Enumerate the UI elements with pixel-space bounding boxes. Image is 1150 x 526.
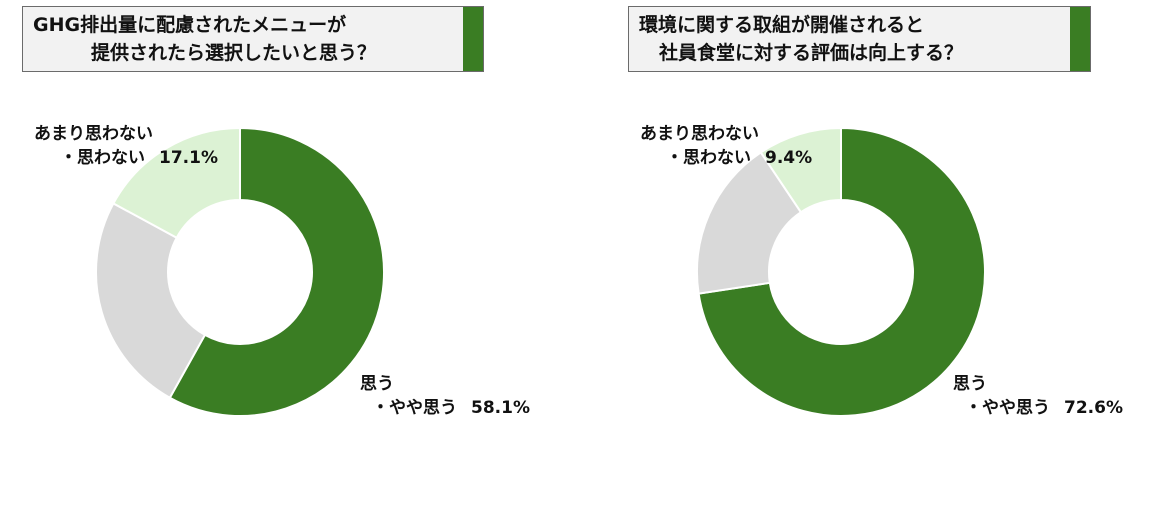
slice-label-disagree: あまり思わない ・思わない 17.1%	[34, 122, 218, 170]
donut-chart	[696, 126, 986, 417]
chart-title-line-1: GHG排出量に配慮されたメニューが	[33, 14, 347, 36]
chart-panel-evaluation: 環境に関する取組が開催されると 社員食堂に対する評価は向上する？ あまり思わない…	[575, 0, 1150, 526]
slice-value-label: 72.6%	[1064, 398, 1123, 418]
slice-label-disagree: あまり思わない ・思わない 9.4%	[640, 122, 812, 170]
donut-slice-1	[95, 202, 207, 400]
slice-value-label: 9.4%	[765, 148, 813, 168]
slice-label-line: 思う	[360, 374, 394, 394]
slice-label-agree: 思う ・やや思う 58.1%	[360, 372, 530, 420]
slice-label-line: ・思わない	[60, 148, 145, 168]
slice-value-label: 58.1%	[471, 398, 530, 418]
donut-slice-1	[696, 151, 803, 295]
chart-title-line-2: 提供されたら選択したいと思う？	[91, 42, 377, 64]
title-accent-bar	[1070, 7, 1090, 71]
chart-title-box: 環境に関する取組が開催されると 社員食堂に対する評価は向上する？	[628, 6, 1091, 72]
slice-label-line: ・やや思う	[965, 398, 1050, 418]
donut-slice-2	[759, 126, 842, 214]
donut-slice-0	[697, 126, 986, 417]
slice-label-line: あまり思わない	[640, 124, 759, 144]
chart-title-box: GHG排出量に配慮されたメニューが 提供されたら選択したいと思う？	[22, 6, 484, 72]
slice-label-line: ・思わない	[666, 148, 751, 168]
donut-slice-2	[112, 126, 241, 240]
slice-label-line: ・やや思う	[372, 398, 457, 418]
donut-slice-0	[168, 126, 385, 417]
chart-title-line-2: 社員食堂に対する評価は向上する？	[659, 42, 964, 64]
slice-label-line: 思う	[953, 374, 987, 394]
title-accent-bar	[463, 7, 483, 71]
slice-label-agree: 思う ・やや思う 72.6%	[953, 372, 1123, 420]
slice-value-label: 17.1%	[159, 148, 218, 168]
chart-panel-ghg: GHG排出量に配慮されたメニューが 提供されたら選択したいと思う？ あまり思わな…	[22, 6, 530, 420]
chart-title-line-1: 環境に関する取組が開催されると	[639, 14, 925, 36]
donut-chart	[95, 126, 385, 417]
slice-label-line: あまり思わない	[34, 124, 153, 144]
